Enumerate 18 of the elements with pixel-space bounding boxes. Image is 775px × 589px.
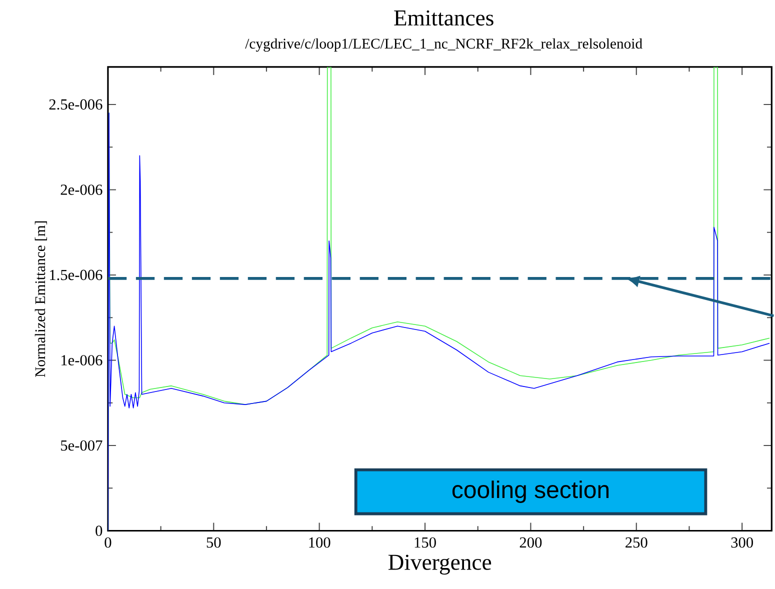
y-tick-label: 5e-007: [61, 440, 102, 451]
x-tick-label: 200: [520, 537, 542, 548]
y-tick-label: 0: [96, 526, 102, 536]
x-tick-label: 250: [626, 537, 648, 548]
y-tick-label: 2.5e-006: [49, 99, 102, 110]
x-axis-title: Divergence: [388, 554, 492, 575]
x-tick-label: 300: [731, 537, 753, 548]
x-tick-label: 0: [104, 537, 112, 548]
y-axis-title: Normalized Emittance [m]: [34, 221, 47, 378]
x-tick-label: 100: [309, 537, 330, 548]
chart-title: Emittances: [394, 10, 494, 26]
x-tick-label: 150: [414, 537, 436, 548]
chart-subtitle: /cygdrive/c/loop1/LEC/LEC_1_nc_NCRF_RF2k_relax_relsolenoid: [245, 38, 642, 52]
y-tick-label: 2e-006: [60, 184, 102, 196]
y-tick-label: 1.5e-006: [50, 270, 102, 280]
annotation: cooling section: [452, 480, 609, 504]
y-tick-label: 1e-006: [61, 355, 102, 366]
x-tick-label: 50: [206, 537, 221, 548]
